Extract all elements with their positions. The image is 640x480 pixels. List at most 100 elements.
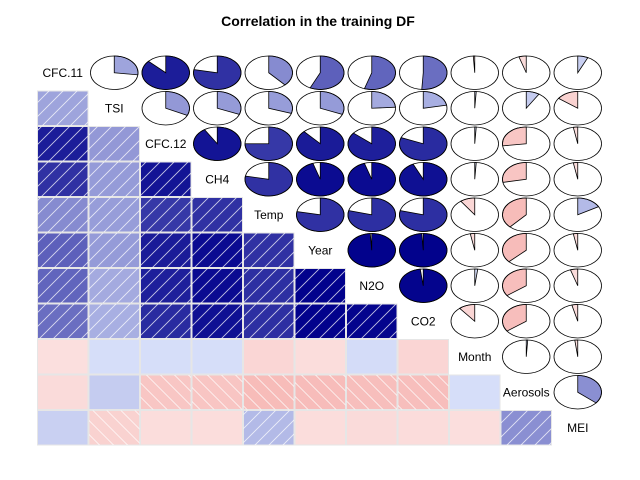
shade-cell-MEI-CH4	[191, 410, 243, 446]
diag-label-month: Month	[458, 350, 491, 364]
shade-hatch	[140, 233, 191, 268]
pie-cell-CFC.11-CFC.12	[141, 55, 190, 90]
shade-hatch	[140, 197, 191, 232]
pie-cell-CFC.12-Temp	[244, 126, 293, 161]
pie-cell-CFC.11-Temp	[244, 55, 293, 90]
pie-cell-CH4-Temp	[244, 162, 293, 197]
pie-outline	[553, 339, 602, 374]
pie-cell-Aerosols-MEI	[553, 375, 602, 410]
pie-outline	[244, 91, 293, 126]
shade-cell-MEI-CFC.12	[140, 410, 192, 446]
shade-hatch	[37, 304, 88, 339]
shade-cell-MEI-N2O	[346, 410, 398, 446]
shade-cell-Month-CFC.11	[37, 339, 89, 375]
pie-cell-TSI-MEI	[553, 91, 602, 126]
pie-outline	[502, 233, 551, 268]
pie-outline	[502, 268, 551, 303]
pie-outline	[450, 55, 499, 90]
diag-label-mei: MEI	[567, 421, 588, 435]
shade-hatch	[89, 162, 140, 197]
pie-cell-CFC.12-CH4	[193, 126, 242, 161]
pie-cell-Year-Month	[450, 233, 499, 268]
pie-outline	[399, 233, 448, 268]
pie-cell-CH4-Month	[450, 162, 499, 197]
pie-outline	[347, 162, 396, 197]
shade-cell-Month-CH4	[191, 339, 243, 375]
pie-cell-CH4-N2O	[347, 162, 396, 197]
pie-outline	[296, 126, 345, 161]
pie-outline	[502, 304, 551, 339]
shade-hatch	[243, 375, 294, 410]
pie-cell-CO2-Aerosols	[502, 304, 551, 339]
chart-title: Correlation in the training DF	[221, 13, 415, 29]
pie-cell-CFC.11-MEI	[553, 55, 602, 90]
pie-outline	[347, 55, 396, 90]
pie-cell-CFC.12-Aerosols	[502, 126, 551, 161]
shade-hatch	[192, 304, 243, 339]
pie-outline	[244, 126, 293, 161]
pie-outline	[553, 268, 602, 303]
shade-hatch	[89, 126, 140, 161]
diag-label-cfc11: CFC.11	[43, 66, 84, 80]
pie-cell-CFC.11-Month	[450, 55, 499, 90]
pie-cell-CFC.12-CO2	[399, 126, 448, 161]
shade-hatch	[192, 197, 243, 232]
pie-cell-CH4-Aerosols	[502, 162, 551, 197]
pie-cell-Temp-Year	[296, 197, 345, 232]
shade-hatch	[140, 304, 191, 339]
pie-cell-TSI-CO2	[399, 91, 448, 126]
diag-label-tsi: TSI	[105, 101, 124, 115]
pie-outline	[502, 197, 551, 232]
shade-hatch	[140, 375, 191, 410]
shade-hatch	[501, 410, 552, 445]
pie-outline	[347, 233, 396, 268]
diag-label-aerosols: Aerosols	[503, 385, 550, 399]
pie-cell-TSI-Aerosols	[502, 91, 551, 126]
pie-cell-TSI-Month	[450, 91, 499, 126]
shade-cell-Aerosols-TSI	[88, 374, 140, 410]
pie-outline	[450, 126, 499, 161]
shade-cell-MEI-CO2	[397, 410, 449, 446]
pie-cell-CFC.12-Year	[296, 126, 345, 161]
pie-outline	[347, 197, 396, 232]
pie-cell-TSI-CFC.12	[141, 91, 190, 126]
pie-outline	[450, 233, 499, 268]
pie-outline	[553, 304, 602, 339]
pie-outline	[553, 91, 602, 126]
shade-hatch	[243, 304, 294, 339]
pie-cell-TSI-Temp	[244, 91, 293, 126]
pie-cell-Temp-N2O	[347, 197, 396, 232]
shade-cell-Month-Temp	[243, 339, 295, 375]
pie-cell-Month-MEI	[553, 339, 602, 374]
pie-cell-Temp-MEI	[553, 197, 602, 232]
pie-outline	[347, 126, 396, 161]
shade-cell-Month-Year	[294, 339, 346, 375]
pie-slice	[502, 126, 527, 147]
pie-cell-CO2-Month	[450, 304, 499, 339]
pie-outline	[296, 197, 345, 232]
shade-hatch	[89, 268, 140, 303]
pie-cell-CFC.12-N2O	[347, 126, 396, 161]
shade-hatch	[243, 268, 294, 303]
pie-outline	[296, 162, 345, 197]
pie-outline	[450, 91, 499, 126]
pie-outline	[553, 233, 602, 268]
pie-cell-CH4-CO2	[399, 162, 448, 197]
diag-label-temp: Temp	[254, 208, 284, 222]
pie-cell-CFC.12-Month	[450, 126, 499, 161]
pie-outline	[399, 55, 448, 90]
pie-cell-CFC.11-N2O	[347, 55, 396, 90]
pie-outline	[553, 55, 602, 90]
pie-outline	[502, 126, 551, 161]
pie-outline	[502, 339, 551, 374]
pie-slice	[502, 162, 527, 183]
pie-outline	[553, 126, 602, 161]
diag-label-year: Year	[308, 243, 332, 257]
pie-outline	[399, 197, 448, 232]
shade-hatch	[295, 375, 346, 410]
shade-cell-Month-CO2	[397, 339, 449, 375]
pie-outline	[141, 91, 190, 126]
shade-hatch	[192, 268, 243, 303]
pie-outline	[553, 197, 602, 232]
shade-hatch	[192, 375, 243, 410]
